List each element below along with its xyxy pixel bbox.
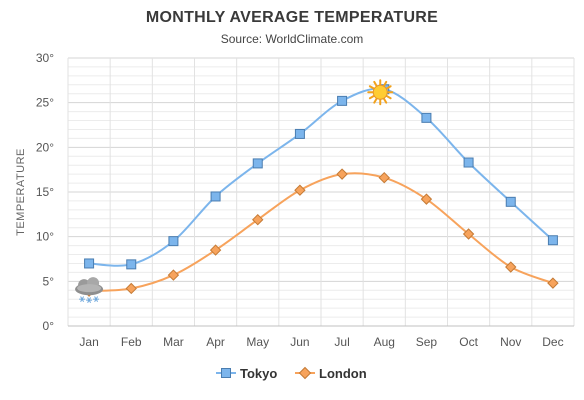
point-london-nov[interactable]: [505, 261, 517, 273]
annotations: [75, 79, 394, 304]
point-london-aug[interactable]: [378, 171, 390, 184]
point-london-oct[interactable]: [462, 228, 475, 240]
point-london-mar[interactable]: [167, 269, 180, 281]
y-axis-ticks: 0° 5° 10° 15° 20° 25° 30°: [36, 51, 54, 333]
x-tick-label: Jun: [290, 335, 309, 349]
point-london-may[interactable]: [252, 213, 264, 226]
chart-subtitle: Source: WorldClimate.com: [221, 32, 364, 46]
x-tick-label: Jul: [334, 335, 349, 349]
point-tokyo-jan[interactable]: [84, 258, 95, 269]
x-tick-label: May: [246, 335, 269, 349]
point-tokyo-jul[interactable]: [337, 95, 348, 106]
point-tokyo-nov[interactable]: [505, 196, 516, 207]
series-group: [83, 84, 559, 297]
x-tick-label: Aug: [374, 335, 395, 349]
point-london-sep[interactable]: [420, 193, 433, 205]
point-london-dec[interactable]: [547, 277, 559, 289]
y-axis-label: TEMPERATURE: [15, 148, 27, 236]
series-london: [83, 168, 559, 297]
legend-london-label: London: [319, 366, 367, 381]
x-tick-label: Mar: [163, 335, 184, 349]
point-tokyo-feb[interactable]: [126, 259, 137, 270]
legend: Tokyo London: [216, 366, 367, 381]
x-tick-label: Jan: [79, 335, 98, 349]
snow-cloud-icon: [75, 277, 104, 304]
point-london-apr[interactable]: [209, 244, 222, 256]
point-london-jun[interactable]: [294, 184, 306, 196]
legend-london-marker: [298, 366, 312, 380]
point-tokyo-jun[interactable]: [294, 128, 305, 139]
point-tokyo-sep[interactable]: [421, 112, 432, 123]
point-tokyo-dec[interactable]: [547, 235, 558, 246]
y-tick-label: 25°: [36, 96, 54, 110]
x-tick-label: Oct: [459, 335, 478, 349]
legend-item-london[interactable]: London: [295, 366, 367, 381]
x-tick-label: Apr: [206, 335, 225, 349]
point-tokyo-oct[interactable]: [463, 157, 474, 168]
legend-tokyo-label: Tokyo: [240, 366, 277, 381]
chart-title: MONTHLY AVERAGE TEMPERATURE: [146, 9, 438, 26]
legend-item-tokyo[interactable]: Tokyo: [216, 366, 277, 381]
point-london-jul[interactable]: [336, 168, 348, 180]
x-tick-label: Dec: [542, 335, 563, 349]
sun-icon: [367, 79, 394, 106]
legend-tokyo-marker: [221, 368, 231, 378]
point-london-feb[interactable]: [125, 282, 137, 295]
grid: [67, 57, 575, 327]
y-tick-label: 15°: [36, 185, 54, 199]
x-tick-label: Sep: [416, 335, 438, 349]
y-tick-label: 0°: [43, 319, 55, 333]
y-tick-label: 20°: [36, 140, 54, 154]
y-tick-label: 10°: [36, 230, 54, 244]
point-tokyo-mar[interactable]: [168, 236, 179, 247]
x-axis-ticks: Jan Feb Mar Apr May Jun Jul Aug Sep Oct Nov Dec: [79, 335, 563, 349]
point-tokyo-apr[interactable]: [210, 191, 221, 202]
x-tick-label: Nov: [500, 335, 521, 349]
point-tokyo-may[interactable]: [252, 158, 263, 169]
y-tick-label: 5°: [43, 274, 55, 288]
x-tick-label: Feb: [121, 335, 142, 349]
y-tick-label: 30°: [36, 51, 54, 65]
series-tokyo: [84, 84, 558, 270]
